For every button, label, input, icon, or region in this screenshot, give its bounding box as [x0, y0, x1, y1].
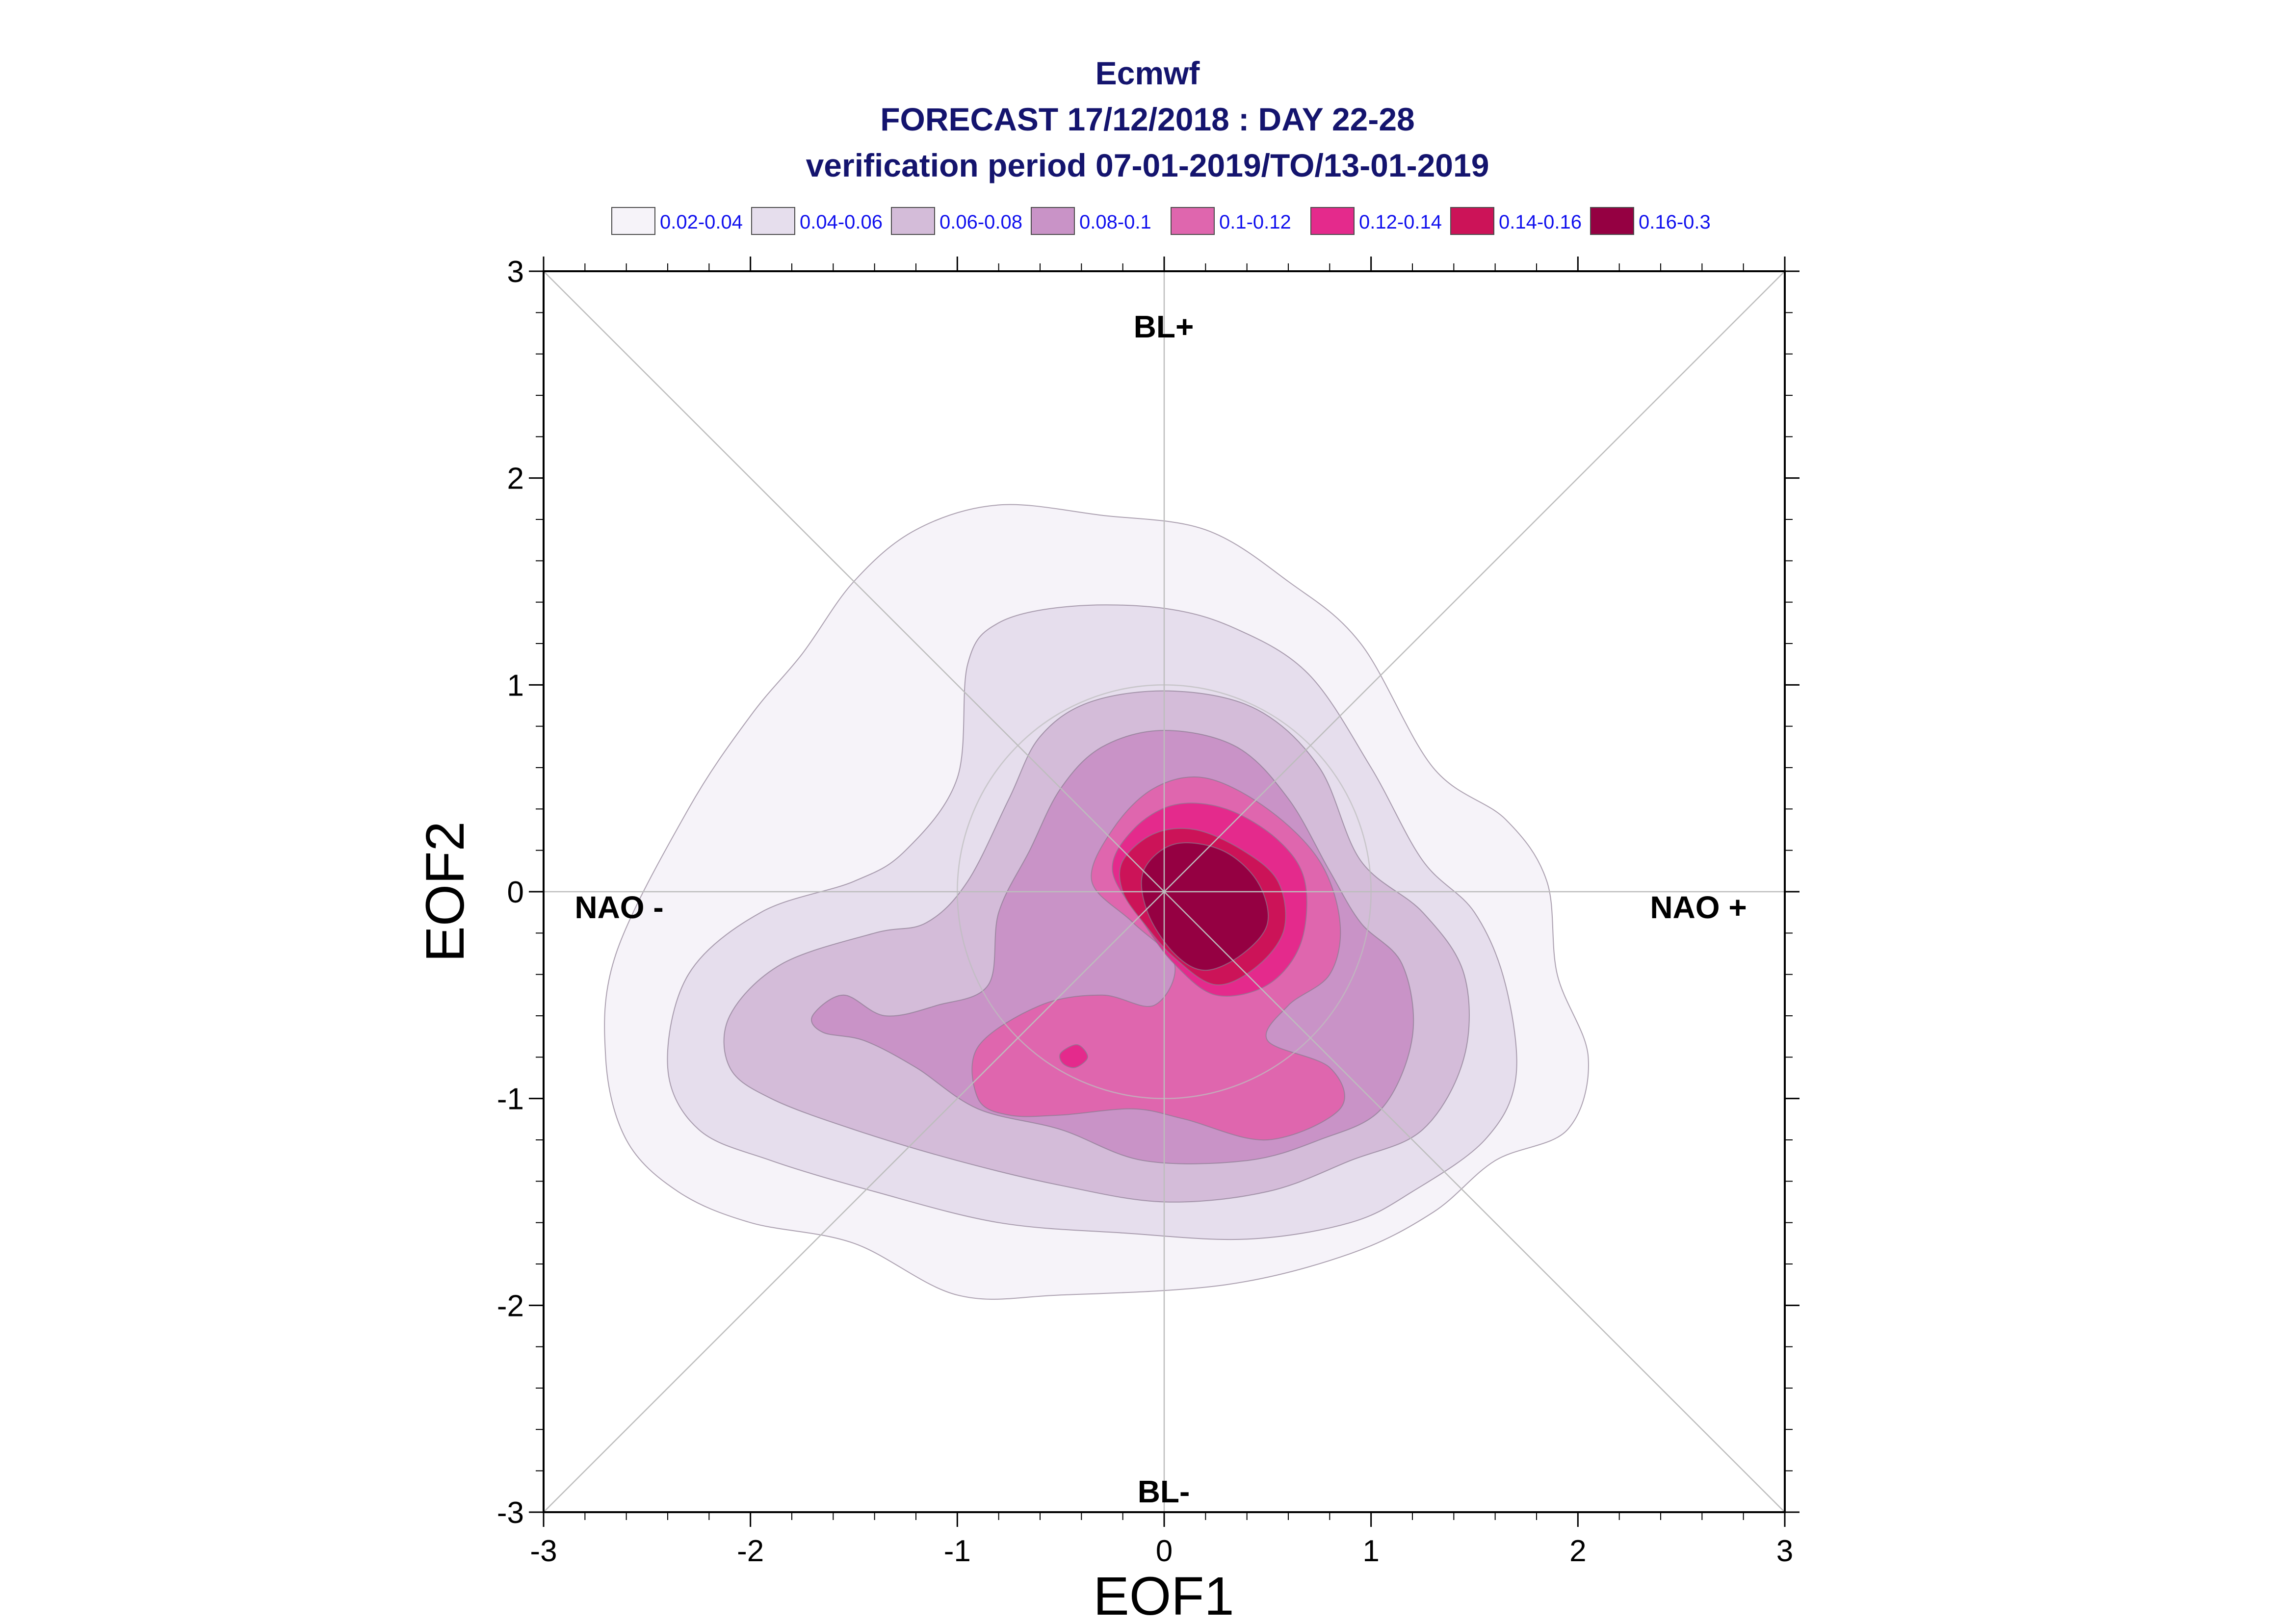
x-tick-label: 2: [1569, 1534, 1586, 1568]
reference-lines: [543, 271, 1785, 1513]
legend-swatch: [1590, 207, 1634, 235]
x-tick-label: -3: [530, 1534, 557, 1568]
legend-label: 0.04-0.06: [800, 211, 883, 233]
legend-label: 0.12-0.14: [1359, 211, 1442, 233]
regime-labels: BL+ BL- NAO - NAO +: [574, 309, 1747, 1509]
legend: 0.02-0.04 0.04-0.06 0.06-0.08 0.08-0.1 0.1-0…: [611, 207, 1711, 235]
legend-label: 0.14-0.16: [1499, 211, 1582, 233]
y-tick-label: -3: [497, 1496, 524, 1530]
contour-level-0.16-0.3: [1141, 842, 1269, 971]
chart-title-line-1: Ecmwf: [1095, 55, 1200, 91]
x-tick-label: 0: [1156, 1534, 1173, 1568]
legend-label: 0.02-0.04: [660, 211, 743, 233]
x-tick-label: -1: [944, 1534, 971, 1568]
chart-title-line-3: verification period 07-01-2019/TO/13-01-…: [806, 147, 1489, 183]
regime-label-bl-plus: BL+: [1134, 309, 1194, 344]
plot-area: BL+ BL- NAO - NAO + -3 -2 -1 0 1 2 3 -3 -2 -1 0 1 2 3: [497, 255, 1799, 1568]
y-axis-title: EOF2: [415, 821, 475, 962]
legend-label: 0.06-0.08: [939, 211, 1022, 233]
y-tick-label: 2: [507, 462, 524, 496]
legend-swatch: [1171, 207, 1215, 235]
legend-swatch: [1450, 207, 1494, 235]
legend-swatch: [1310, 207, 1355, 235]
x-axis-title: EOF1: [1093, 1566, 1234, 1624]
y-tick-label: 0: [507, 876, 524, 909]
regime-label-nao-minus: NAO -: [574, 890, 663, 925]
contour-level-0.12-0.14: [1059, 1044, 1088, 1068]
density-contours: [604, 504, 1589, 1300]
x-tick-label: 1: [1362, 1534, 1379, 1568]
unit-circle: [957, 684, 1372, 1099]
legend-swatch: [891, 207, 935, 235]
legend-swatch: [1031, 207, 1075, 235]
legend-label: 0.16-0.3: [1639, 211, 1711, 233]
y-tick-label: 3: [507, 255, 524, 289]
x-tick-label: -2: [737, 1534, 764, 1568]
legend-swatch: [751, 207, 795, 235]
axis-ticks: -3 -2 -1 0 1 2 3 -3 -2 -1 0 1 2 3: [497, 255, 1799, 1568]
chart-title-line-2: FORECAST 17/12/2018 : DAY 22-28: [880, 101, 1415, 137]
y-tick-label: -2: [497, 1289, 524, 1323]
legend-swatch: [611, 207, 655, 235]
x-tick-label: 3: [1776, 1534, 1793, 1568]
legend-label: 0.08-0.1: [1079, 211, 1151, 233]
regime-label-bl-minus: BL-: [1138, 1474, 1190, 1509]
regime-label-nao-plus: NAO +: [1650, 890, 1747, 925]
y-tick-label: -1: [497, 1083, 524, 1116]
legend-label: 0.1-0.12: [1219, 211, 1291, 233]
y-tick-label: 1: [507, 669, 524, 702]
